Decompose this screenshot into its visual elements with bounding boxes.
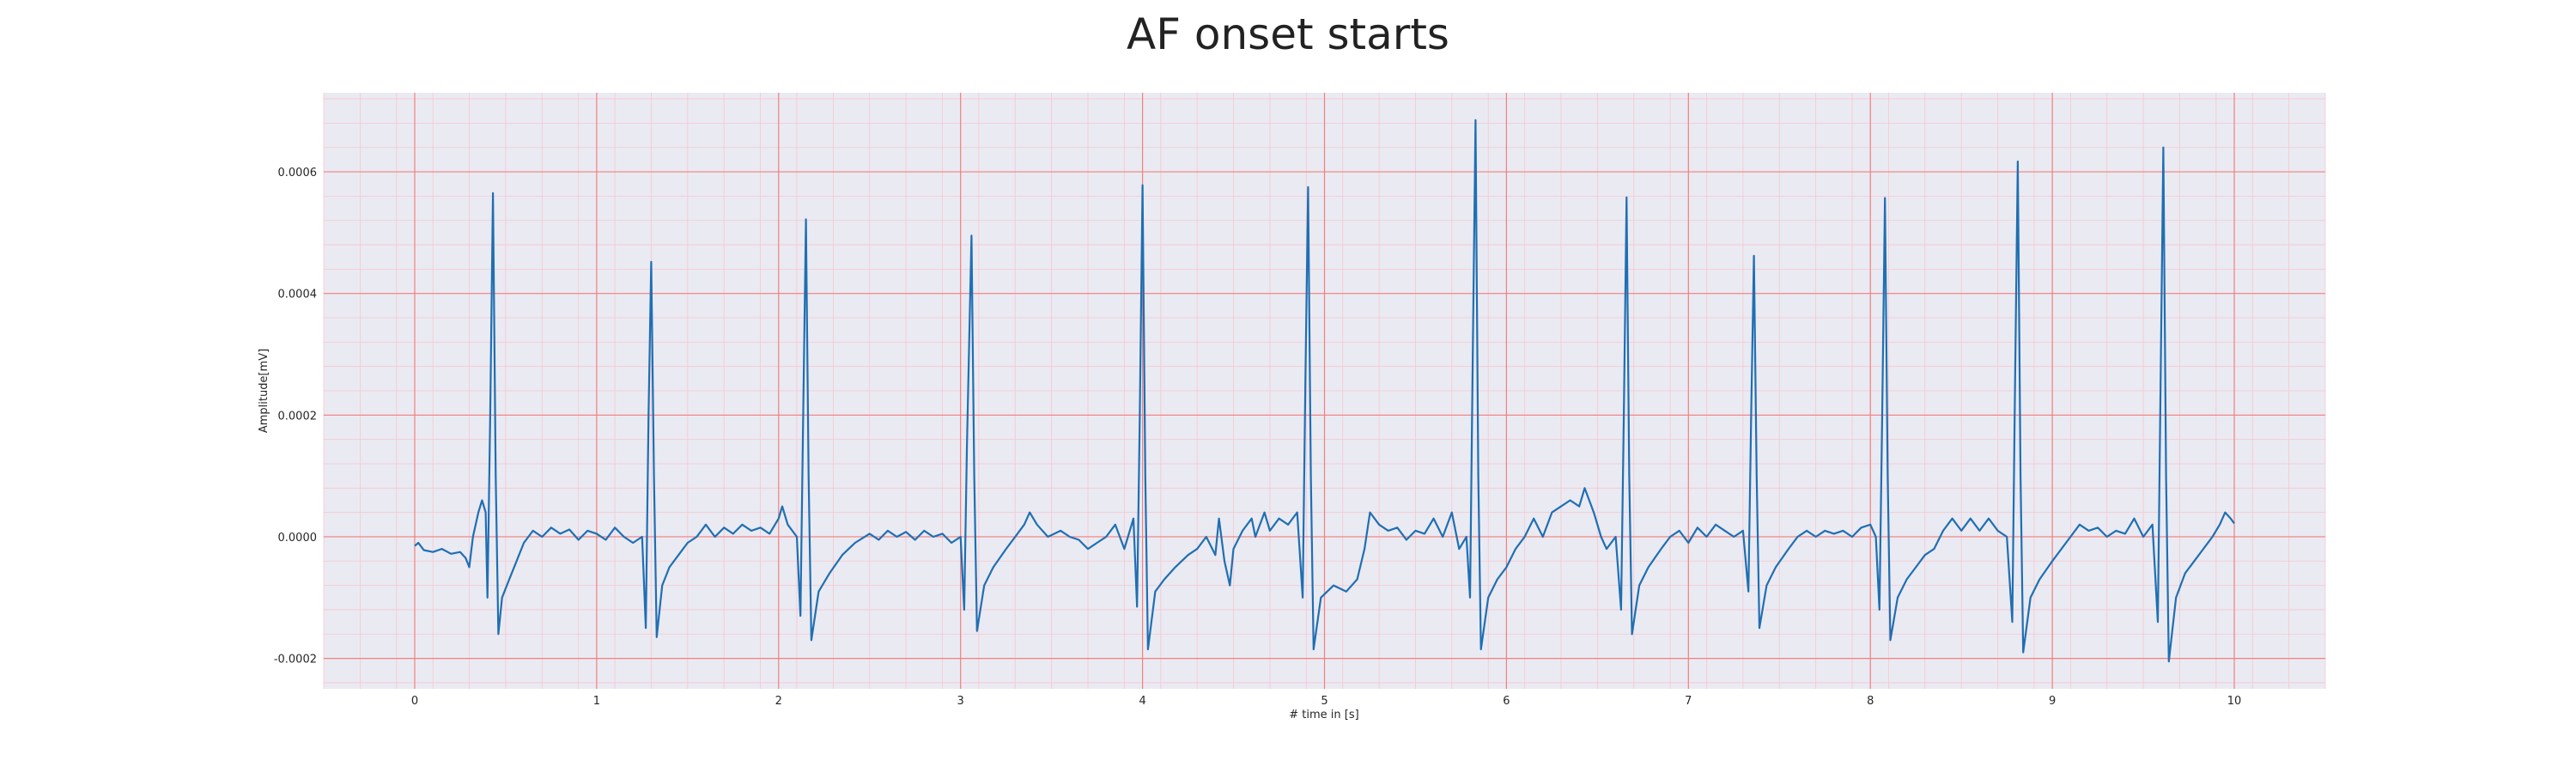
x-tick-label: 3 <box>957 695 964 708</box>
x-tick-label: 4 <box>1139 695 1145 708</box>
major-grid <box>324 93 2325 689</box>
x-tick-label: 2 <box>775 695 782 708</box>
x-tick-label: 8 <box>1867 695 1874 708</box>
series-line <box>414 119 2235 663</box>
x-axis-label: # time in [s] <box>1289 709 1358 721</box>
x-tick-label: 9 <box>2049 695 2056 708</box>
y-axis-label: Amplitude[mV] <box>258 349 270 433</box>
x-tick-label: 1 <box>593 695 600 708</box>
x-tick-label: 6 <box>1503 695 1510 708</box>
x-tick-label: 0 <box>411 695 418 708</box>
x-tick-label: 10 <box>2227 695 2242 708</box>
y-tick-label: 0.0002 <box>278 410 318 423</box>
x-tick-label: 5 <box>1321 695 1327 708</box>
y-tick-label: 0.0006 <box>278 167 318 180</box>
x-tick-label: 7 <box>1685 695 1692 708</box>
y-tick-label: 0.0004 <box>278 289 318 301</box>
y-tick-label: -0.0002 <box>274 654 317 666</box>
x-axis-ticks: 0 1 2 3 4 5 6 7 8 9 10 <box>411 695 2242 708</box>
y-axis-ticks: -0.0002 0.0000 0.0002 0.0004 0.0006 <box>274 167 317 666</box>
chart-title: AF onset starts <box>1127 9 1449 59</box>
y-tick-label: 0.0000 <box>278 532 318 545</box>
